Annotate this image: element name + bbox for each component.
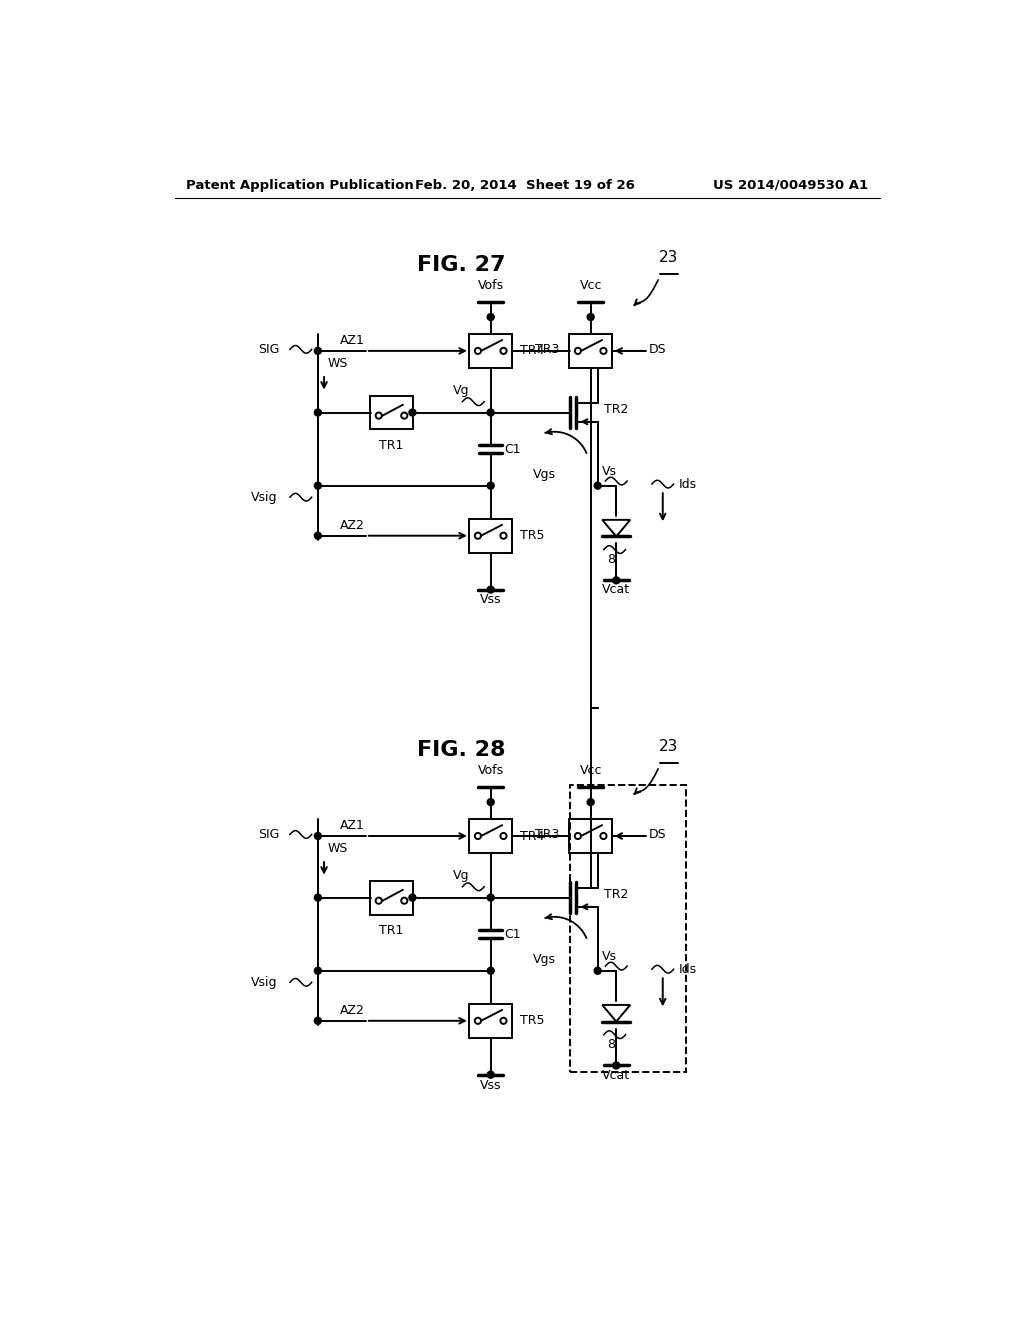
Circle shape — [487, 482, 495, 490]
Text: Ids: Ids — [678, 962, 696, 975]
Circle shape — [314, 409, 322, 416]
Bar — [371, 880, 413, 915]
Text: FIG. 28: FIG. 28 — [417, 739, 506, 760]
Text: TR4: TR4 — [520, 829, 545, 842]
Circle shape — [487, 586, 495, 593]
Circle shape — [409, 409, 416, 416]
Text: Vgs: Vgs — [532, 467, 556, 480]
Text: TR5: TR5 — [520, 1014, 545, 1027]
Text: Vcc: Vcc — [580, 764, 602, 777]
Circle shape — [314, 833, 322, 840]
Text: WS: WS — [328, 358, 347, 370]
Text: C1: C1 — [505, 442, 521, 455]
Text: AZ1: AZ1 — [340, 334, 365, 347]
Circle shape — [487, 409, 495, 416]
Circle shape — [487, 1072, 495, 1078]
Circle shape — [594, 968, 601, 974]
Text: Vsig: Vsig — [251, 975, 278, 989]
Text: Ids: Ids — [678, 478, 696, 491]
Text: TR2: TR2 — [604, 403, 629, 416]
Text: Feb. 20, 2014  Sheet 19 of 26: Feb. 20, 2014 Sheet 19 of 26 — [415, 178, 635, 191]
Circle shape — [487, 799, 495, 805]
Text: AZ2: AZ2 — [340, 1005, 365, 1016]
Circle shape — [612, 1063, 620, 1069]
Circle shape — [587, 314, 594, 321]
Text: TR5: TR5 — [520, 529, 545, 543]
Text: Patent Application Publication: Patent Application Publication — [186, 178, 414, 191]
Text: Vgs: Vgs — [532, 953, 556, 966]
Circle shape — [314, 532, 322, 539]
Text: Vofs: Vofs — [477, 280, 504, 293]
Text: WS: WS — [328, 842, 347, 855]
Circle shape — [314, 968, 322, 974]
Text: TR2: TR2 — [604, 888, 629, 902]
Circle shape — [487, 314, 495, 321]
Circle shape — [612, 577, 620, 583]
Text: Vcat: Vcat — [602, 1069, 631, 1081]
Text: Vcc: Vcc — [580, 280, 602, 293]
Text: SIG: SIG — [258, 343, 280, 356]
Text: Vg: Vg — [453, 869, 469, 882]
Circle shape — [587, 799, 594, 805]
Circle shape — [487, 894, 495, 902]
Circle shape — [314, 482, 322, 490]
Circle shape — [314, 347, 322, 354]
Text: TR1: TR1 — [379, 924, 403, 937]
Text: FIG. 27: FIG. 27 — [417, 255, 506, 275]
Circle shape — [314, 894, 322, 902]
Circle shape — [314, 1018, 322, 1024]
Circle shape — [594, 482, 601, 490]
Bar — [469, 519, 512, 553]
Text: 8: 8 — [607, 1038, 615, 1051]
Text: AZ2: AZ2 — [340, 519, 365, 532]
Bar — [569, 818, 612, 853]
Text: Vcat: Vcat — [602, 583, 631, 597]
Circle shape — [409, 894, 416, 902]
Bar — [469, 1003, 512, 1038]
Text: DS: DS — [649, 343, 667, 356]
Text: TR4: TR4 — [520, 345, 545, 358]
Text: TR1: TR1 — [379, 438, 403, 451]
Text: C1: C1 — [505, 928, 521, 941]
Text: Vsig: Vsig — [251, 491, 278, 504]
Text: DS: DS — [649, 828, 667, 841]
Text: 23: 23 — [659, 739, 679, 754]
Bar — [569, 785, 686, 1072]
Text: AZ1: AZ1 — [340, 820, 365, 832]
Bar — [469, 818, 512, 853]
Text: Vs: Vs — [602, 950, 617, 964]
Circle shape — [487, 968, 495, 974]
Bar — [569, 334, 612, 368]
Text: Vs: Vs — [602, 465, 617, 478]
Text: Vss: Vss — [480, 1078, 502, 1092]
Text: TR3: TR3 — [536, 828, 560, 841]
Bar — [469, 334, 512, 368]
Text: US 2014/0049530 A1: US 2014/0049530 A1 — [713, 178, 868, 191]
Text: 23: 23 — [659, 249, 679, 264]
Text: 8: 8 — [607, 553, 615, 566]
Text: Vss: Vss — [480, 594, 502, 606]
Text: Vofs: Vofs — [477, 764, 504, 777]
Text: Vg: Vg — [453, 384, 469, 397]
Text: SIG: SIG — [258, 828, 280, 841]
Text: TR3: TR3 — [536, 343, 560, 356]
Bar — [371, 396, 413, 429]
